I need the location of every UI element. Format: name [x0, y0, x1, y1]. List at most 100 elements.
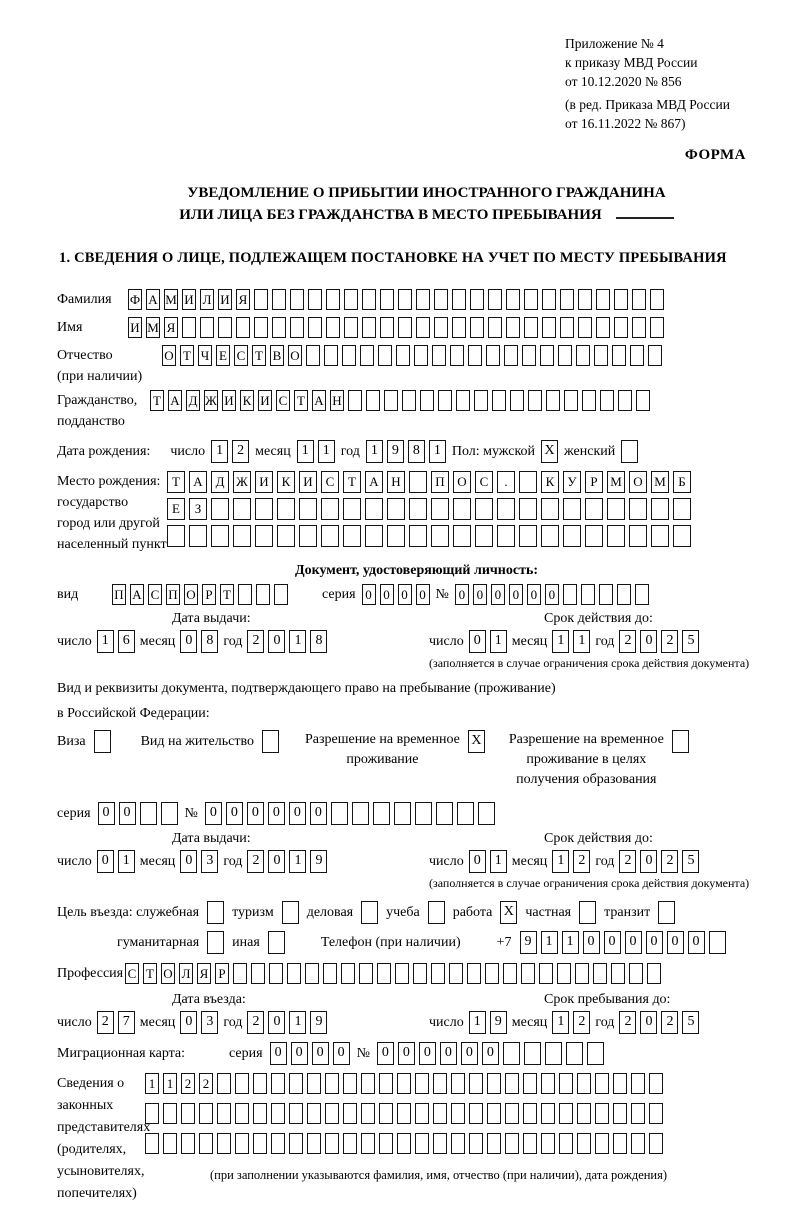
form-cell[interactable] [361, 1103, 375, 1124]
form-cell[interactable] [139, 802, 157, 825]
form-cell[interactable]: 0 [468, 850, 486, 873]
form-cell[interactable] [433, 1133, 447, 1154]
form-cell[interactable] [359, 963, 373, 984]
form-cell[interactable]: Л [179, 963, 193, 984]
form-cell[interactable] [612, 345, 626, 366]
form-cell[interactable]: 0 [544, 584, 559, 605]
form-cell[interactable] [416, 289, 430, 310]
form-cell[interactable]: 0 [397, 1042, 415, 1065]
form-cell[interactable] [384, 390, 398, 411]
form-cell[interactable] [379, 1103, 393, 1124]
form-cell[interactable] [351, 802, 369, 825]
form-cell[interactable]: А [130, 584, 144, 605]
form-cell[interactable]: 2 [247, 1011, 265, 1034]
form-cell[interactable]: 5 [682, 850, 700, 873]
form-cell[interactable] [323, 963, 337, 984]
form-cell[interactable]: X [541, 440, 559, 463]
form-cell[interactable] [557, 963, 571, 984]
form-cell[interactable] [326, 289, 340, 310]
form-cell[interactable]: А [189, 471, 207, 493]
form-cell[interactable] [269, 963, 283, 984]
form-cell[interactable]: 1 [317, 440, 335, 463]
form-cell[interactable] [649, 1133, 663, 1154]
form-cell[interactable] [650, 317, 664, 338]
form-cell[interactable]: 1 [163, 1073, 177, 1094]
form-cell[interactable] [488, 289, 502, 310]
form-cell[interactable]: Ж [204, 390, 218, 411]
form-cell[interactable]: 0 [268, 850, 286, 873]
form-cell[interactable]: 0 [508, 584, 523, 605]
form-cell[interactable] [488, 317, 502, 338]
form-cell[interactable] [324, 345, 338, 366]
form-cell[interactable] [163, 1133, 177, 1154]
form-cell[interactable]: 2 [661, 850, 679, 873]
form-cell[interactable] [254, 289, 268, 310]
form-cell[interactable]: 0 [97, 802, 115, 825]
form-cell[interactable]: Т [343, 471, 361, 493]
form-cell[interactable] [433, 1103, 447, 1124]
form-cell[interactable] [469, 1073, 483, 1094]
form-cell[interactable]: П [431, 471, 449, 493]
form-cell[interactable]: С [148, 584, 162, 605]
form-cell[interactable] [541, 1073, 555, 1094]
form-cell[interactable] [505, 1133, 519, 1154]
form-cell[interactable]: 0 [118, 802, 136, 825]
form-cell[interactable]: З [189, 498, 207, 520]
form-cell[interactable]: Д [186, 390, 200, 411]
form-cell[interactable] [629, 498, 647, 520]
form-cell[interactable]: 0 [288, 802, 306, 825]
form-cell[interactable] [271, 1073, 285, 1094]
form-cell[interactable] [396, 345, 410, 366]
form-cell[interactable] [542, 317, 556, 338]
form-cell[interactable]: П [166, 584, 180, 605]
form-cell[interactable] [708, 931, 726, 954]
form-cell[interactable] [576, 345, 590, 366]
form-cell[interactable]: 1 [289, 630, 307, 653]
form-cell[interactable]: 6 [117, 630, 135, 653]
form-cell[interactable] [487, 1073, 501, 1094]
form-cell[interactable] [598, 584, 613, 605]
form-cell[interactable]: К [541, 471, 559, 493]
form-cell[interactable] [562, 584, 577, 605]
form-cell[interactable] [431, 963, 445, 984]
form-cell[interactable] [427, 901, 445, 924]
form-cell[interactable] [506, 289, 520, 310]
form-cell[interactable]: 1 [489, 850, 507, 873]
form-cell[interactable] [387, 525, 405, 547]
form-cell[interactable]: 1 [552, 850, 570, 873]
form-cell[interactable] [343, 498, 361, 520]
form-cell[interactable] [524, 317, 538, 338]
form-cell[interactable]: 0 [439, 1042, 457, 1065]
form-cell[interactable]: Р [202, 584, 216, 605]
form-cell[interactable] [145, 1133, 159, 1154]
form-cell[interactable] [595, 1103, 609, 1124]
form-cell[interactable] [287, 963, 301, 984]
form-cell[interactable] [468, 345, 482, 366]
form-cell[interactable]: 0 [624, 931, 642, 954]
form-cell[interactable] [235, 1133, 249, 1154]
form-cell[interactable] [630, 345, 644, 366]
form-cell[interactable] [274, 584, 288, 605]
form-cell[interactable]: Л [200, 289, 214, 310]
form-cell[interactable] [299, 525, 317, 547]
form-cell[interactable] [558, 345, 572, 366]
form-cell[interactable]: Я [164, 317, 178, 338]
form-cell[interactable] [565, 1042, 583, 1065]
form-cell[interactable] [607, 525, 625, 547]
form-cell[interactable] [378, 345, 392, 366]
form-cell[interactable]: С [276, 390, 290, 411]
form-cell[interactable] [485, 963, 499, 984]
form-cell[interactable] [413, 963, 427, 984]
form-cell[interactable] [505, 1073, 519, 1094]
form-cell[interactable] [431, 525, 449, 547]
form-cell[interactable] [596, 289, 610, 310]
form-cell[interactable] [505, 1103, 519, 1124]
form-cell[interactable]: И [255, 471, 273, 493]
form-cell[interactable] [308, 289, 322, 310]
form-cell[interactable] [420, 390, 434, 411]
form-cell[interactable] [343, 525, 361, 547]
form-cell[interactable] [629, 525, 647, 547]
form-cell[interactable]: 0 [418, 1042, 436, 1065]
form-cell[interactable] [217, 1133, 231, 1154]
form-cell[interactable]: И [258, 390, 272, 411]
